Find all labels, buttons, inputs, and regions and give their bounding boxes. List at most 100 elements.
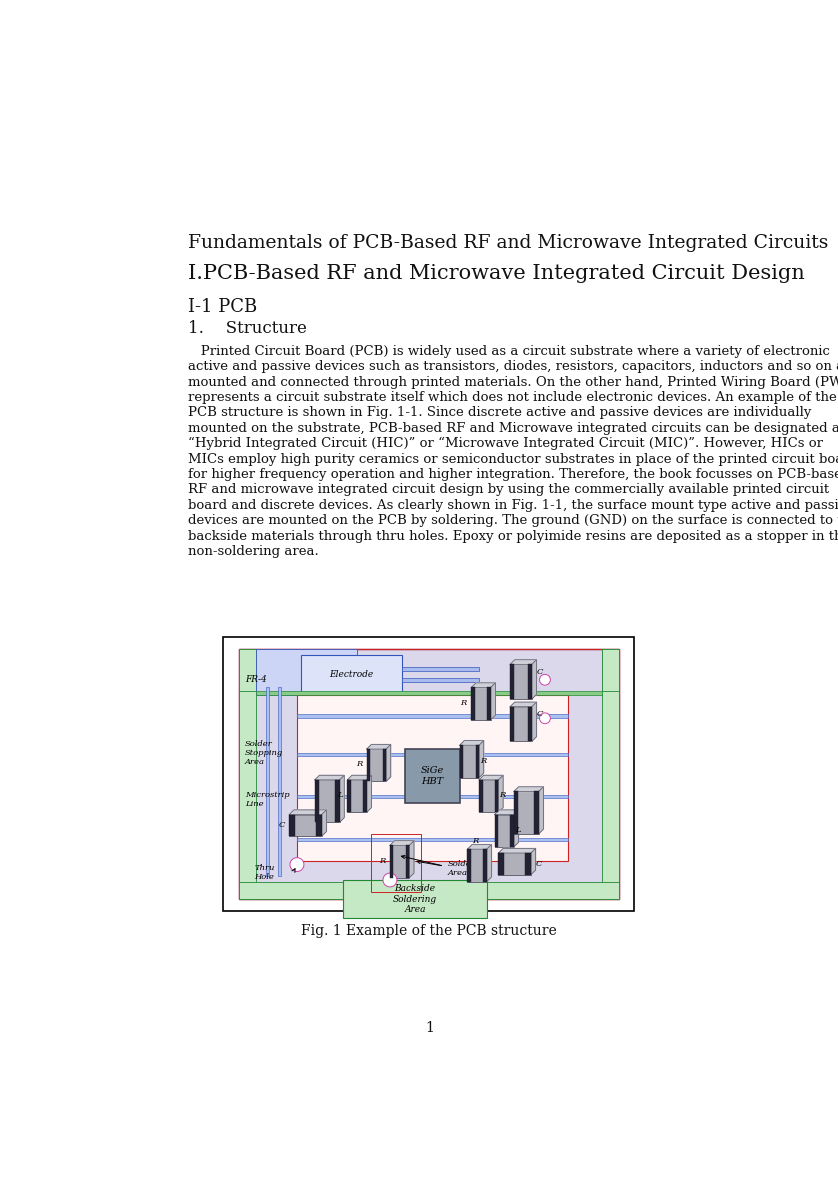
Polygon shape bbox=[390, 841, 414, 846]
Polygon shape bbox=[460, 740, 484, 745]
Text: C: C bbox=[535, 860, 542, 868]
Text: board and discrete devices. As clearly shown in Fig. 1-1, the surface mount type: board and discrete devices. As clearly s… bbox=[189, 499, 838, 512]
Polygon shape bbox=[510, 659, 536, 664]
Text: Thru
Hole: Thru Hole bbox=[254, 863, 275, 881]
Bar bbox=[315, 780, 339, 822]
Text: R: R bbox=[379, 856, 385, 865]
Bar bbox=[367, 750, 386, 782]
Polygon shape bbox=[409, 841, 414, 878]
Bar bbox=[510, 707, 532, 741]
Bar bbox=[602, 649, 618, 899]
Polygon shape bbox=[487, 844, 491, 881]
Polygon shape bbox=[468, 844, 491, 849]
Text: I.PCB-Based RF and Microwave Integrated Circuit Design: I.PCB-Based RF and Microwave Integrated … bbox=[189, 264, 805, 283]
Bar bbox=[239, 649, 256, 899]
Polygon shape bbox=[367, 776, 371, 812]
Bar bbox=[494, 815, 498, 847]
Text: FR-4: FR-4 bbox=[245, 675, 266, 684]
Circle shape bbox=[540, 675, 551, 686]
Bar bbox=[510, 664, 514, 699]
Bar bbox=[514, 791, 519, 834]
Text: R: R bbox=[499, 791, 505, 799]
Bar bbox=[347, 780, 367, 812]
Polygon shape bbox=[471, 683, 495, 688]
Bar bbox=[406, 846, 409, 878]
Bar bbox=[297, 796, 568, 798]
Bar bbox=[256, 691, 602, 695]
Bar bbox=[390, 846, 393, 878]
Polygon shape bbox=[479, 740, 484, 778]
Text: 1: 1 bbox=[425, 1021, 434, 1034]
Bar bbox=[335, 780, 339, 822]
Text: mounted on the substrate, PCB-based RF and Microwave integrated circuits can be : mounted on the substrate, PCB-based RF a… bbox=[189, 422, 838, 435]
Bar bbox=[297, 695, 568, 861]
Text: SiGe
HBT: SiGe HBT bbox=[421, 766, 444, 786]
Polygon shape bbox=[499, 776, 503, 812]
Circle shape bbox=[383, 873, 397, 887]
Bar bbox=[256, 649, 357, 695]
Bar bbox=[239, 649, 618, 899]
Bar bbox=[239, 649, 618, 899]
Bar bbox=[468, 849, 487, 881]
Bar bbox=[471, 688, 475, 720]
Bar bbox=[510, 815, 514, 847]
Bar bbox=[535, 791, 539, 834]
Bar bbox=[347, 780, 351, 812]
Bar bbox=[367, 750, 370, 782]
Bar bbox=[316, 815, 322, 836]
Text: non-soldering area.: non-soldering area. bbox=[189, 546, 319, 559]
Text: mounted and connected through printed materials. On the other hand, Printed Wiri: mounted and connected through printed ma… bbox=[189, 376, 838, 389]
Bar bbox=[487, 688, 491, 720]
Text: devices are mounted on the PCB by soldering. The ground (GND) on the surface is : devices are mounted on the PCB by solder… bbox=[189, 515, 838, 528]
Text: C: C bbox=[536, 710, 543, 719]
Bar bbox=[239, 649, 256, 691]
Polygon shape bbox=[510, 702, 536, 707]
Text: active and passive devices such as transistors, diodes, resistors, capacitors, i: active and passive devices such as trans… bbox=[189, 361, 838, 374]
Bar bbox=[460, 745, 463, 778]
Text: MICs employ high purity ceramics or semiconductor substrates in place of the pri: MICs employ high purity ceramics or semi… bbox=[189, 453, 838, 466]
Bar bbox=[528, 664, 532, 699]
Bar bbox=[401, 667, 479, 670]
Bar bbox=[297, 753, 568, 755]
Text: Microstrip
Line: Microstrip Line bbox=[245, 791, 290, 808]
Circle shape bbox=[290, 857, 304, 872]
Polygon shape bbox=[289, 810, 326, 815]
Bar bbox=[370, 834, 421, 892]
Text: C: C bbox=[278, 822, 285, 829]
Text: represents a circuit substrate itself which does not include electronic devices.: represents a circuit substrate itself wh… bbox=[189, 391, 837, 404]
Bar bbox=[460, 745, 479, 778]
Polygon shape bbox=[315, 776, 344, 780]
Polygon shape bbox=[514, 786, 543, 791]
Polygon shape bbox=[339, 776, 344, 822]
Polygon shape bbox=[347, 776, 371, 780]
Circle shape bbox=[540, 713, 551, 723]
Text: Solder
Stopping
Area: Solder Stopping Area bbox=[245, 740, 283, 766]
Bar bbox=[363, 780, 367, 812]
Text: Backside
Soldering
Area: Backside Soldering Area bbox=[393, 885, 437, 914]
Polygon shape bbox=[539, 786, 543, 834]
Text: R: R bbox=[460, 699, 467, 707]
Polygon shape bbox=[494, 810, 519, 815]
Polygon shape bbox=[532, 659, 536, 699]
Bar bbox=[479, 780, 499, 812]
Bar bbox=[528, 707, 532, 741]
Bar bbox=[315, 780, 319, 822]
Polygon shape bbox=[532, 702, 536, 741]
Bar bbox=[223, 637, 634, 911]
Text: 1.  Structure: 1. Structure bbox=[189, 320, 308, 337]
Bar bbox=[494, 815, 514, 847]
Bar bbox=[602, 649, 618, 691]
Polygon shape bbox=[499, 848, 535, 853]
Polygon shape bbox=[322, 810, 326, 836]
Text: Soldering
Area: Soldering Area bbox=[448, 860, 489, 876]
Bar bbox=[289, 815, 295, 836]
Text: R: R bbox=[356, 760, 362, 769]
Text: I-1 PCB: I-1 PCB bbox=[189, 298, 258, 315]
Bar bbox=[390, 846, 409, 878]
Text: R: R bbox=[480, 757, 486, 765]
Text: for higher frequency operation and higher integration. Therefore, the book focus: for higher frequency operation and highe… bbox=[189, 468, 838, 482]
Bar bbox=[277, 688, 281, 876]
Bar bbox=[476, 745, 479, 778]
Polygon shape bbox=[479, 776, 503, 780]
Bar bbox=[525, 853, 531, 874]
